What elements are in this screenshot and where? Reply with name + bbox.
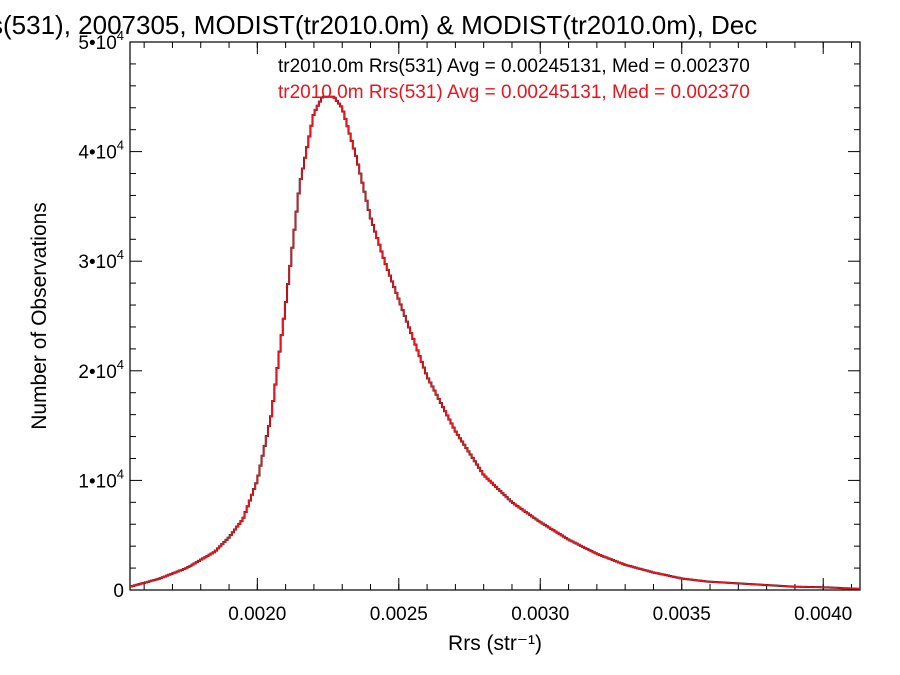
y-tick-labels: 0 1•104 2•104 3•104 4•104 5•104 <box>78 28 124 602</box>
y-tick-label-5: 5•104 <box>78 28 124 54</box>
series-group <box>130 95 860 590</box>
y-tick-label-2: 2•104 <box>78 357 124 383</box>
legend-entry-red: tr2010.0m Rrs(531) Avg = 0.00245131, Med… <box>278 82 750 103</box>
y-tick-label-3: 3•104 <box>78 247 124 273</box>
x-tick-label-2: 0.0030 <box>511 604 569 625</box>
x-tick-label-4: 0.0040 <box>794 604 852 625</box>
x-tick-labels: 0.0020 0.0025 0.0030 0.0035 0.0040 <box>228 604 852 625</box>
y-tick-label-0: 0 <box>113 581 124 602</box>
x-axis-label: Rrs (str⁻¹) <box>448 632 542 655</box>
plot-frame <box>129 41 861 591</box>
series-line-1 <box>130 96 860 590</box>
y-tick-label-1: 1•104 <box>78 466 124 492</box>
x-tick-label-1: 0.0025 <box>370 604 428 625</box>
series-line-0 <box>130 95 860 590</box>
chart-title: s(531), 2007305, MODIST(tr2010.0m) & MOD… <box>0 10 757 40</box>
axis-ticks <box>130 41 860 591</box>
y-tick-label-4: 4•104 <box>78 138 124 164</box>
x-tick-label-0: 0.0020 <box>228 604 286 625</box>
legend-entry-black: tr2010.0m Rrs(531) Avg = 0.00245131, Med… <box>278 56 750 77</box>
x-tick-label-3: 0.0035 <box>653 604 711 625</box>
y-axis-label: Number of Observations <box>28 202 51 430</box>
